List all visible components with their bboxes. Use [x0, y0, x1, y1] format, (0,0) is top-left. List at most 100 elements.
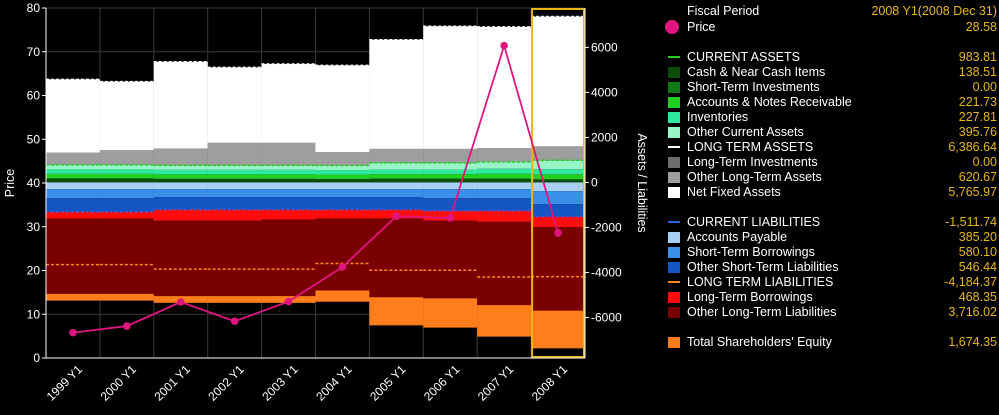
bar-segment-inventories: [99, 169, 154, 174]
legend-row-total-shareholders-equity[interactable]: Total Shareholders' Equity 1,674.35: [664, 335, 997, 350]
bar-segment-other-long-term-liabilities: [207, 220, 262, 297]
legend-label: LONG TERM LIABILITIES: [687, 275, 834, 289]
category-label: 2005 Y1: [367, 362, 409, 404]
legend-value: 1,674.35: [948, 335, 997, 349]
bar-segment-other-short-term-liabilities: [477, 198, 532, 211]
legend-value: 138.51: [958, 65, 997, 79]
bar-segment-net-fixed-assets: [45, 79, 100, 153]
legend-value: 983.81: [958, 50, 997, 64]
legend-price[interactable]: Price 28.58: [664, 20, 997, 35]
bar-segment-accounts-notes-receivable: [207, 174, 262, 179]
bar-segment-other-long-term-assets: [45, 152, 100, 165]
bar-segment-other-long-term-assets: [99, 150, 154, 165]
bar-segment-inventories: [153, 169, 208, 175]
bar-stack-2007-y1: [477, 26, 532, 337]
bar-segment-accounts-payable: [207, 182, 262, 190]
bar-segment-inventories: [315, 170, 370, 175]
bar-segment-accounts-payable: [261, 182, 316, 190]
bar-segment-short-term-borrowings: [315, 189, 370, 198]
price-point: [230, 317, 239, 326]
category-label: 1999 Y1: [44, 362, 86, 404]
bar-segment-accounts-notes-receivable: [423, 174, 478, 179]
legend-row-cash-near-cash-items[interactable]: Cash & Near Cash Items 138.51: [664, 65, 997, 80]
bar-segment-short-term-borrowings: [153, 189, 208, 198]
left-tick-label: 60: [27, 89, 41, 103]
legend-row-other-long-term-liabilities[interactable]: Other Long-Term Liabilities 3,716.02: [664, 305, 997, 320]
bar-segment-accounts-notes-receivable: [261, 174, 316, 179]
legend-swatch-icon: [668, 97, 680, 108]
legend-row-current-assets[interactable]: CURRENT ASSETS 983.81: [664, 50, 997, 65]
left-tick-label: 70: [27, 45, 41, 59]
bar-segment-total-shareholders-equity: [531, 310, 586, 349]
legend-row-other-short-term-liabilities[interactable]: Other Short-Term Liabilities 546.44: [664, 260, 997, 275]
bar-segment-other-short-term-liabilities: [315, 197, 370, 210]
legend-row-current-liabilities[interactable]: CURRENT LIABILITIES -1,511.74: [664, 215, 997, 230]
bar-segment-cash-near-cash-items: [207, 178, 262, 183]
bar-segment-inventories: [207, 169, 262, 175]
bar-segment-other-long-term-liabilities: [369, 218, 424, 298]
price-line: [69, 41, 562, 337]
bar-segment-total-shareholders-equity: [369, 297, 424, 326]
bar-segment-accounts-notes-receivable: [477, 173, 532, 179]
legend-swatch-icon: [668, 56, 680, 58]
legend-row-short-term-investments[interactable]: Short-Term Investments 0.00: [664, 80, 997, 95]
legend-row-long-term-investments[interactable]: Long-Term Investments 0.00: [664, 155, 997, 170]
bar-segment-other-current-assets: [207, 165, 262, 170]
legend-label: CURRENT ASSETS: [687, 50, 800, 64]
bar-segment-other-long-term-assets: [369, 148, 424, 163]
legend-row-accounts-payable[interactable]: Accounts Payable 385.20: [664, 230, 997, 245]
bar-segment-net-fixed-assets: [369, 39, 424, 149]
bar-segment-total-shareholders-equity: [99, 293, 154, 301]
legend-row-long-term-liabilities[interactable]: LONG TERM LIABILITIES -4,184.37: [664, 275, 997, 290]
legend-row-long-term-assets[interactable]: LONG TERM ASSETS 6,386.64: [664, 140, 997, 155]
bar-stack-2006-y1: [423, 25, 478, 328]
legend-value: 3,716.02: [948, 305, 997, 319]
bar-segment-cash-near-cash-items: [45, 178, 100, 183]
bar-segment-accounts-notes-receivable: [531, 174, 586, 180]
bar-segment-cash-near-cash-items: [477, 178, 532, 183]
bar-segment-other-short-term-liabilities: [45, 198, 100, 212]
legend-row-long-term-borrowings[interactable]: Long-Term Borrowings 468.35: [664, 290, 997, 305]
legend-value: 580.10: [958, 245, 997, 259]
legend-value: 0.00: [972, 155, 997, 169]
bar-segment-net-fixed-assets: [423, 26, 478, 149]
legend-row-accounts-notes-receivable[interactable]: Accounts & Notes Receivable 221.73: [664, 95, 997, 110]
bar-segment-other-long-term-liabilities: [477, 221, 532, 306]
price-dot-icon: [665, 20, 679, 34]
legend-label: Short-Term Investments: [687, 80, 820, 94]
bar-segment-long-term-borrowings: [207, 209, 262, 221]
legend-row-other-current-assets[interactable]: Other Current Assets 395.76: [664, 125, 997, 140]
bar-segment-other-short-term-liabilities: [99, 198, 154, 212]
legend-label: Other Long-Term Assets: [687, 170, 822, 184]
legend-value: 385.20: [958, 230, 997, 244]
legend-row-inventories[interactable]: Inventories 227.81: [664, 110, 997, 125]
bar-segment-accounts-notes-receivable: [45, 173, 100, 179]
bar-segment-other-short-term-liabilities: [261, 197, 316, 210]
bar-segment-long-term-borrowings: [531, 216, 586, 228]
bar-segment-cash-near-cash-items: [531, 179, 586, 183]
legend-row-net-fixed-assets[interactable]: Net Fixed Assets 5,765.97: [664, 185, 997, 200]
legend-label: Inventories: [687, 110, 749, 124]
bar-segment-other-short-term-liabilities: [153, 197, 208, 210]
left-tick-label: 50: [27, 132, 41, 146]
bar-segment-total-shareholders-equity: [423, 298, 478, 328]
legend-value: 620.67: [958, 170, 997, 184]
bar-segment-other-long-term-assets: [207, 142, 262, 166]
legend-row-short-term-borrowings[interactable]: Short-Term Borrowings 580.10: [664, 245, 997, 260]
legend-row-other-long-term-assets[interactable]: Other Long-Term Assets 620.67: [664, 170, 997, 185]
price-point: [69, 328, 77, 337]
category-label: 2002 Y1: [205, 362, 247, 404]
bar-stacks: [45, 8, 586, 358]
bar-segment-total-shareholders-equity: [207, 296, 262, 303]
category-label: 2006 Y1: [421, 362, 463, 404]
bar-segment-short-term-borrowings: [261, 189, 316, 198]
bar-segment-cash-near-cash-items: [315, 179, 370, 183]
left-axis-title: Price: [3, 169, 17, 198]
right-tick-label: -2000: [591, 220, 622, 234]
legend-swatch-icon: [668, 157, 680, 168]
bar-segment-long-term-borrowings: [99, 211, 154, 219]
bar-segment-other-short-term-liabilities: [207, 197, 262, 210]
bar-segment-long-term-borrowings: [477, 210, 532, 222]
bar-stack-2003-y1: [261, 63, 316, 303]
right-tick-label: 2000: [591, 130, 618, 144]
